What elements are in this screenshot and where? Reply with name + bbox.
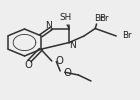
Text: O: O: [24, 60, 32, 70]
Text: N: N: [45, 22, 52, 30]
Text: N: N: [69, 40, 75, 50]
Text: Br: Br: [122, 32, 132, 40]
Text: Br: Br: [99, 14, 108, 23]
Text: O: O: [64, 68, 72, 78]
Text: O: O: [55, 56, 63, 66]
Text: Br: Br: [94, 14, 103, 23]
Text: SH: SH: [59, 14, 71, 22]
